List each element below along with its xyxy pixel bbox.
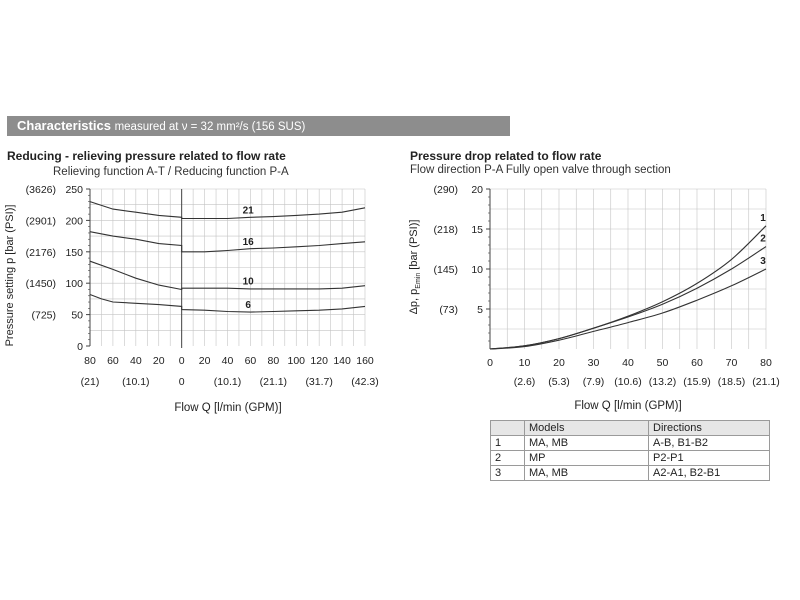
y-tick-label-psi: (145) [433, 264, 458, 276]
y-tick-label: 0 [77, 341, 83, 353]
x-tick-label: 60 [245, 355, 257, 367]
series-label: 16 [243, 237, 255, 248]
y-tick-label: 150 [65, 247, 83, 259]
x-tick-label: 60 [107, 355, 119, 367]
series-label: 21 [243, 206, 255, 217]
y-axis-title: Pressure setting p [bar (PSI)] [4, 205, 16, 347]
x-tick-label-gpm: (13.2) [649, 376, 676, 388]
x-tick-label-gpm: (31.7) [305, 376, 332, 388]
series-label: 3 [760, 256, 766, 267]
x-tick-label-gpm: (21) [81, 376, 100, 388]
y-tick-label: 20 [471, 184, 483, 196]
table-cell: MA, MB [524, 435, 649, 451]
y-tick-label-psi: (218) [433, 224, 458, 236]
x-tick-label: 80 [760, 357, 772, 369]
series-line-16 [89, 231, 366, 253]
table-header-cell: Models [524, 420, 649, 436]
y-tick-label-psi: (1450) [26, 278, 56, 290]
y-tick-label-psi: (2901) [26, 215, 56, 227]
table-cell: 1 [490, 435, 525, 451]
y-tick-label: 15 [471, 224, 483, 236]
x-tick-label: 50 [657, 357, 669, 369]
section-title: Characteristics [17, 118, 111, 133]
x-tick-label: 40 [622, 357, 634, 369]
x-tick-label-gpm: (7.9) [583, 376, 605, 388]
series-line-3 [489, 268, 767, 350]
x-tick-label: 20 [553, 357, 565, 369]
x-tick-label-gpm: (42.3) [351, 376, 378, 388]
models-table: Models Directions 1 MA, MB A-B, B1-B2 2 … [490, 420, 770, 481]
right-chart-title: Pressure drop related to flow rate [410, 149, 602, 163]
table-cell: A2-A1, B2-B1 [648, 465, 770, 481]
x-tick-label-gpm: (15.9) [683, 376, 710, 388]
x-tick-label-gpm: (21.1) [260, 376, 287, 388]
y-tick-label-psi: (290) [433, 184, 458, 196]
x-tick-label: 40 [222, 355, 234, 367]
table-row: 3 MA, MB A2-A1, B2-B1 [490, 465, 770, 481]
y-tick-label: 100 [65, 278, 83, 290]
left-chart-subtitle: Relieving function A-T / Reducing functi… [53, 166, 289, 178]
table-header-cell: Directions [648, 420, 770, 436]
series-label: 10 [243, 277, 255, 288]
x-tick-label: 20 [199, 355, 211, 367]
table-header-cell [490, 420, 525, 436]
x-tick-label: 80 [267, 355, 279, 367]
series-line-21 [89, 201, 366, 220]
x-tick-label-gpm: (10.1) [214, 376, 241, 388]
x-tick-label: 100 [287, 355, 305, 367]
y-tick-label-psi: (725) [31, 310, 56, 322]
x-tick-label: 60 [691, 357, 703, 369]
y-tick-label: 5 [477, 304, 483, 316]
x-tick-label: 70 [726, 357, 738, 369]
table-header-row: Models Directions [490, 420, 770, 436]
x-tick-label: 30 [588, 357, 600, 369]
x-tick-label: 20 [153, 355, 165, 367]
right-chart-subtitle: Flow direction P-A Fully open valve thro… [410, 164, 671, 176]
section-header: Characteristics measured at ν = 32 mm²/s… [7, 116, 510, 136]
x-tick-label: 40 [130, 355, 142, 367]
x-tick-label-gpm: (10.6) [614, 376, 641, 388]
series-label: 1 [760, 213, 766, 224]
series-label: 6 [245, 300, 251, 311]
table-row: 2 MP P2-P1 [490, 450, 770, 466]
table-row: 1 MA, MB A-B, B1-B2 [490, 435, 770, 451]
x-tick-label: 120 [310, 355, 328, 367]
table-cell: A-B, B1-B2 [648, 435, 770, 451]
y-axis-title: Δp, pEmin [bar (PSI)] [408, 220, 422, 315]
x-tick-label-gpm: 0 [179, 376, 185, 388]
x-tick-label-gpm: (21.1) [752, 376, 779, 388]
x-tick-label-gpm: (2.6) [514, 376, 536, 388]
x-tick-label-gpm: (10.1) [122, 376, 149, 388]
series-line-6 [89, 293, 366, 313]
table-cell: MA, MB [524, 465, 649, 481]
section-subtitle: measured at ν = 32 mm²/s (156 SUS) [114, 121, 306, 133]
y-tick-label-psi: (3626) [26, 184, 56, 196]
x-tick-label: 0 [179, 355, 185, 367]
table-cell: 3 [490, 465, 525, 481]
x-tick-label-gpm: (18.5) [718, 376, 745, 388]
x-tick-label: 140 [333, 355, 351, 367]
table-cell: P2-P1 [648, 450, 770, 466]
y-tick-label: 10 [471, 264, 483, 276]
series-line-2 [489, 246, 767, 350]
series-line-10 [89, 260, 366, 291]
y-tick-label: 250 [65, 184, 83, 196]
table-cell: 2 [490, 450, 525, 466]
series-label: 2 [760, 234, 766, 245]
x-tick-label: 80 [84, 355, 96, 367]
x-tick-label: 0 [487, 357, 493, 369]
left-chart-title: Reducing - relieving pressure related to… [7, 149, 286, 163]
x-axis-title: Flow Q [l/min (GPM)] [574, 400, 681, 412]
y-tick-label-psi: (2176) [26, 247, 56, 259]
x-axis-title: Flow Q [l/min (GPM)] [174, 402, 281, 414]
y-tick-label: 200 [65, 215, 83, 227]
y-tick-label-psi: (73) [439, 304, 458, 316]
table-cell: MP [524, 450, 649, 466]
x-tick-label: 10 [519, 357, 531, 369]
y-tick-label: 50 [71, 310, 83, 322]
x-tick-label-gpm: (5.3) [548, 376, 570, 388]
x-tick-label: 160 [356, 355, 374, 367]
